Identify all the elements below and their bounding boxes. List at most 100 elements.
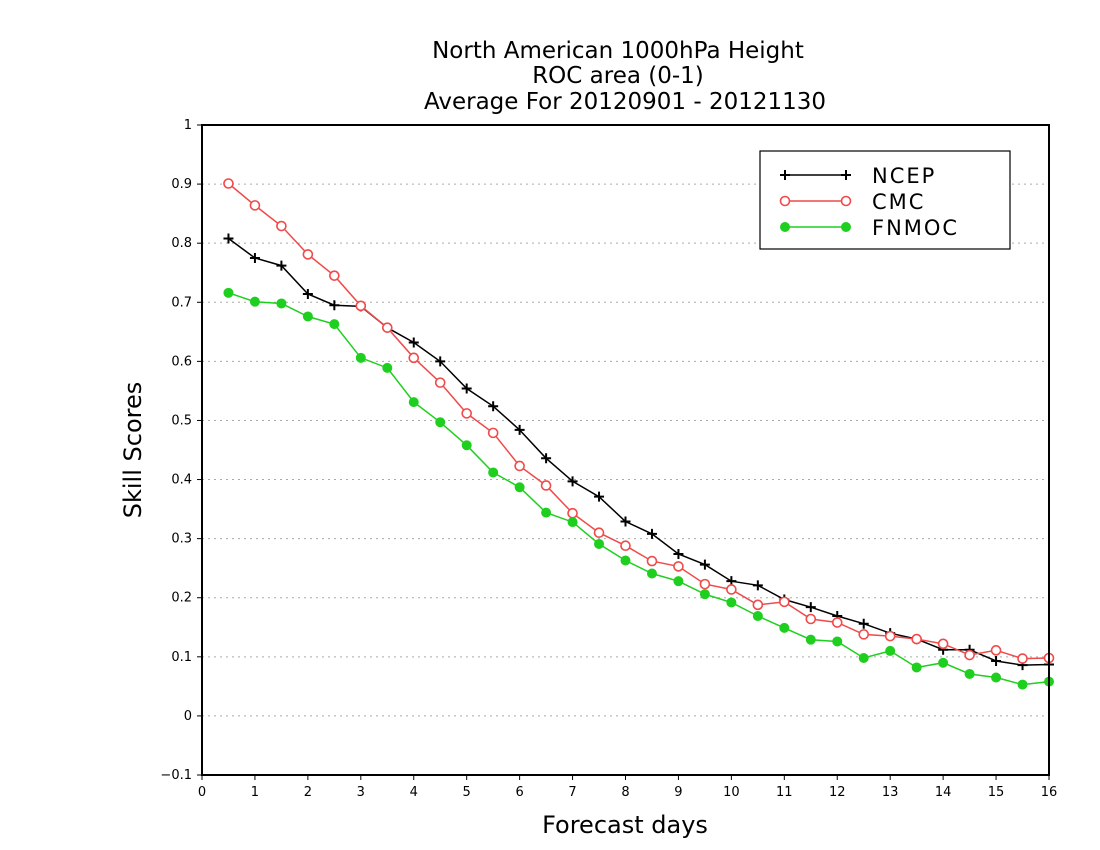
cmc-point [514,460,525,472]
x-tick-label: 6 [515,785,523,800]
x-tick-label: 8 [621,785,629,800]
ncep-point [435,356,446,367]
cmc-point [249,200,261,211]
fnmoc-point [779,622,790,633]
legend-item-fnmoc: FNMOC [780,216,959,240]
ncep-point [594,491,605,502]
fnmoc-point [805,634,816,645]
cmc-point [593,527,605,539]
ncep-point [276,260,287,271]
ncep-point [673,549,684,559]
cmc-point [990,645,1002,656]
legend-marker [779,195,791,207]
y-tick-label: 0.1 [171,650,192,665]
ncep-point [408,337,419,348]
x-tick-label: 9 [674,785,682,800]
legend-label: CMC [872,190,925,214]
fnmoc-point [541,507,552,518]
fnmoc-point [673,576,684,587]
ncep-point [991,655,1002,666]
title-line-2: ROC area (0-1) [532,63,704,89]
legend-marker [840,195,852,207]
cmc-point [276,220,287,232]
x-tick-label: 10 [723,785,740,800]
x-tick-label: 7 [568,785,576,800]
x-tick-label: 0 [198,785,206,800]
cmc-point [911,633,922,645]
fnmoc-point [885,645,896,656]
y-axis-label: Skill Scores [119,382,147,519]
fnmoc-point [832,636,843,647]
ncep-point [646,528,657,539]
y-tick-label: 0.6 [171,354,192,369]
fnmoc-point [329,319,340,330]
legend-marker [841,170,851,180]
legend-label: FNMOC [872,216,959,240]
x-tick-label: 4 [410,785,418,800]
gridlines [202,183,1049,717]
fnmoc-point [382,362,393,373]
x-tick-label: 12 [829,785,846,800]
cmc-line [228,182,1050,660]
fnmoc-point [726,597,737,608]
fnmoc-point [435,417,446,428]
cmc-point [355,300,367,312]
cmc-point [779,596,790,608]
fnmoc-point [964,668,975,679]
x-tick-label: 15 [988,785,1005,800]
series-fnmoc [223,287,1054,690]
fnmoc-point [1017,679,1028,690]
y-tick-label: 0.5 [171,413,192,428]
ncep-point [488,401,499,412]
x-axis-label: Forecast days [542,811,708,839]
ncep-point [699,559,710,570]
plot-frame [201,124,1050,776]
y-tick-label: −0.1 [160,768,192,783]
cmc-point [567,507,578,519]
fnmoc-point [461,440,472,451]
x-tick-label: 1 [251,785,259,800]
cmc-point [461,408,472,419]
cmc-point [937,638,949,650]
fnmoc-point [567,517,578,528]
ncep-point [249,252,260,263]
cmc-point [831,617,843,628]
cmc-point [223,178,234,189]
fnmoc-point [514,482,525,493]
fnmoc-point [911,662,922,673]
fnmoc-point [858,653,869,663]
legend-marker [780,170,790,180]
fnmoc-point [223,287,234,298]
title-line-1: North American 1000hPa Height [432,38,804,64]
ncep-point [223,233,234,244]
cmc-point [726,584,737,595]
y-tick-label: 1 [184,118,192,133]
fnmoc-point [938,657,949,668]
cmc-point [381,322,393,333]
fnmoc-point [991,672,1002,683]
y-tick-label: 0.3 [171,532,192,547]
data-series [223,178,1055,690]
fnmoc-point [249,296,260,307]
cmc-point [620,540,631,552]
legend-box [759,150,1011,250]
ncep-point [514,424,525,435]
y-tick-label: 0.2 [171,591,192,606]
fnmoc-point [620,555,631,566]
ncep-point [302,289,313,299]
ncep-point [805,602,816,613]
x-tick-label: 13 [882,785,899,800]
fnmoc-point [408,397,419,408]
fnmoc-point [302,311,313,322]
axis-ticks: −0.100.10.20.30.40.50.60.70.80.910 1 2 3 4 5 6… [160,118,1057,800]
ncep-point [461,383,472,394]
cmc-point [302,249,314,260]
ncep-point [567,476,578,487]
cmc-point [646,555,658,567]
cmc-point [964,649,975,661]
fnmoc-point [355,352,366,363]
cmc-point [805,613,817,625]
ncep-point [541,453,552,464]
